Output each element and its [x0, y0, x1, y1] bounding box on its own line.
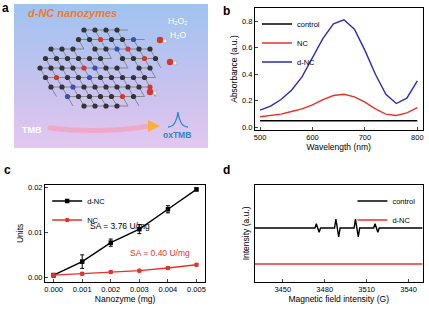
svg-text:H₂O: H₂O: [170, 30, 186, 40]
svg-text:Absorbance (a.u.): Absorbance (a.u.): [229, 35, 239, 103]
svg-text:Units: Units: [15, 224, 25, 243]
svg-text:3510: 3510: [358, 285, 375, 294]
svg-text:NC: NC: [87, 216, 98, 225]
svg-text:0.8: 0.8: [242, 17, 252, 26]
svg-text:TMB: TMB: [22, 125, 42, 135]
svg-text:d-NC: d-NC: [87, 197, 105, 206]
svg-text:800: 800: [411, 133, 424, 142]
svg-text:H₂O₂: H₂O₂: [168, 16, 187, 26]
svg-text:Wavelength (nm): Wavelength (nm): [306, 142, 371, 152]
svg-text:0.6: 0.6: [242, 43, 252, 52]
svg-text:700: 700: [359, 133, 372, 142]
svg-text:c: c: [4, 163, 11, 177]
svg-text:control: control: [392, 197, 415, 206]
svg-text:3480: 3480: [316, 285, 333, 294]
svg-text:3540: 3540: [400, 285, 417, 294]
svg-text:500: 500: [254, 133, 267, 142]
svg-text:0.2: 0.2: [242, 96, 252, 105]
svg-text:3450: 3450: [274, 285, 291, 294]
svg-text:0.004: 0.004: [159, 285, 178, 294]
svg-text:0.01: 0.01: [28, 228, 43, 237]
svg-text:d-NC: d-NC: [392, 216, 410, 225]
svg-text:Nanozyme (mg): Nanozyme (mg): [95, 294, 156, 304]
svg-text:0.005: 0.005: [187, 285, 206, 294]
svg-text:Magnetic field intensity (G): Magnetic field intensity (G): [288, 294, 389, 304]
svg-text:0.003: 0.003: [130, 285, 149, 294]
svg-text:0.002: 0.002: [101, 285, 120, 294]
svg-text:0.00: 0.00: [28, 273, 43, 282]
svg-text:0.000: 0.000: [44, 285, 63, 294]
svg-text:NC: NC: [297, 39, 308, 48]
svg-text:600: 600: [306, 133, 319, 142]
svg-text:0.0: 0.0: [242, 123, 252, 132]
svg-text:a: a: [2, 1, 9, 15]
svg-text:SA = 0.40 U/mg: SA = 0.40 U/mg: [130, 248, 190, 258]
svg-text:Intensity (a.u.): Intensity (a.u.): [241, 206, 251, 260]
svg-text:oxTMB: oxTMB: [163, 130, 191, 140]
svg-text:control: control: [297, 20, 320, 29]
svg-text:0.02: 0.02: [28, 183, 43, 192]
svg-text:d-NC: d-NC: [297, 58, 315, 67]
svg-text:d: d: [223, 163, 230, 177]
svg-text:0.001: 0.001: [73, 285, 92, 294]
svg-text:b: b: [223, 4, 230, 18]
svg-text:SA = 3.76 U/mg: SA = 3.76 U/mg: [90, 221, 150, 231]
svg-text:0.4: 0.4: [242, 70, 252, 79]
svg-text:d-NC nanozymes: d-NC nanozymes: [28, 7, 117, 19]
